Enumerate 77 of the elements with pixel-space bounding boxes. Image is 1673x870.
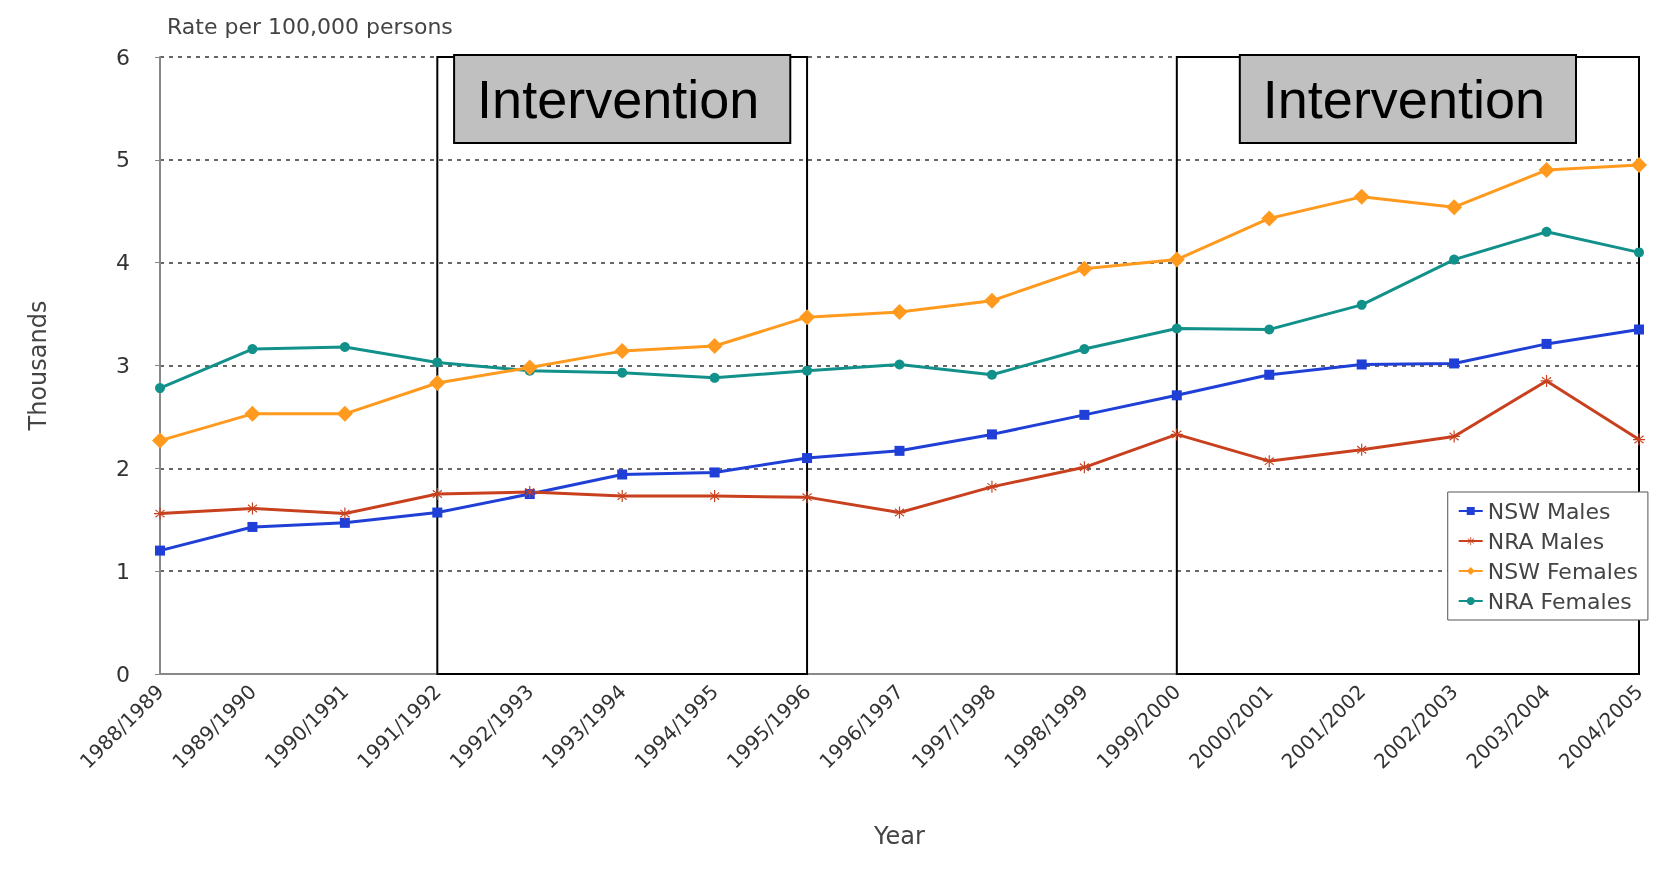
point [1633,433,1645,446]
point [894,359,905,370]
point [338,507,351,520]
point [708,490,721,503]
point [1171,323,1182,334]
point [801,491,814,504]
point [339,341,350,352]
point [432,507,443,518]
point [799,309,816,326]
point [1356,359,1367,370]
point [1079,409,1090,420]
point [802,365,813,376]
point [1171,390,1182,401]
y-tick-label: 3 [116,353,130,378]
y-tick-label: 2 [116,455,130,481]
y-axis-title: Thousands [24,300,52,432]
chart-title: Rate per 100,000 persons [167,13,453,39]
point [1264,369,1275,380]
point [1634,247,1644,258]
point [802,453,813,464]
point [985,480,998,493]
point [1540,374,1553,387]
point [244,405,261,422]
point [429,374,446,391]
band-label: Intervention [1262,69,1545,129]
legend-label: NSW Males [1487,498,1611,524]
point [1446,199,1463,216]
y-tick-label: 6 [116,44,130,70]
point [986,429,997,440]
point [986,369,997,380]
y-tick-label: 4 [116,250,130,276]
point [617,367,628,378]
point [521,359,538,376]
point [152,432,168,449]
point [247,344,258,355]
point [709,372,720,383]
point [246,502,259,515]
band-label: Intervention [477,69,760,129]
point [432,357,443,368]
y-tick-label: 0 [116,661,130,687]
point [709,467,720,478]
legend-label: NSW Females [1487,558,1638,584]
point [1168,251,1185,268]
point [1631,156,1647,173]
point [1076,260,1093,277]
point [1078,461,1091,474]
point [247,521,258,532]
y-tick-label: 5 [116,147,130,173]
y-tick-label: 1 [116,558,130,584]
point [1538,162,1555,179]
point [339,517,350,528]
point [706,337,723,354]
point [891,304,908,321]
x-axis-title: Year [873,822,926,850]
point [893,506,906,519]
legend-label: NRA Females [1487,588,1632,614]
point [614,343,631,360]
point [894,445,905,456]
point [1079,344,1090,355]
point [1449,358,1460,369]
point [154,507,166,520]
point [1264,324,1275,335]
point [617,469,628,480]
point [1449,254,1460,265]
point [155,545,165,556]
point [1170,428,1183,441]
point [155,383,165,394]
point [983,292,1000,309]
point [336,405,353,422]
point [1261,210,1278,227]
point [1541,226,1552,237]
point [1356,299,1367,310]
legend-label: NRA Males [1487,528,1605,554]
point [523,485,536,498]
point [1541,338,1552,349]
point [1634,324,1644,335]
point [1353,188,1370,205]
